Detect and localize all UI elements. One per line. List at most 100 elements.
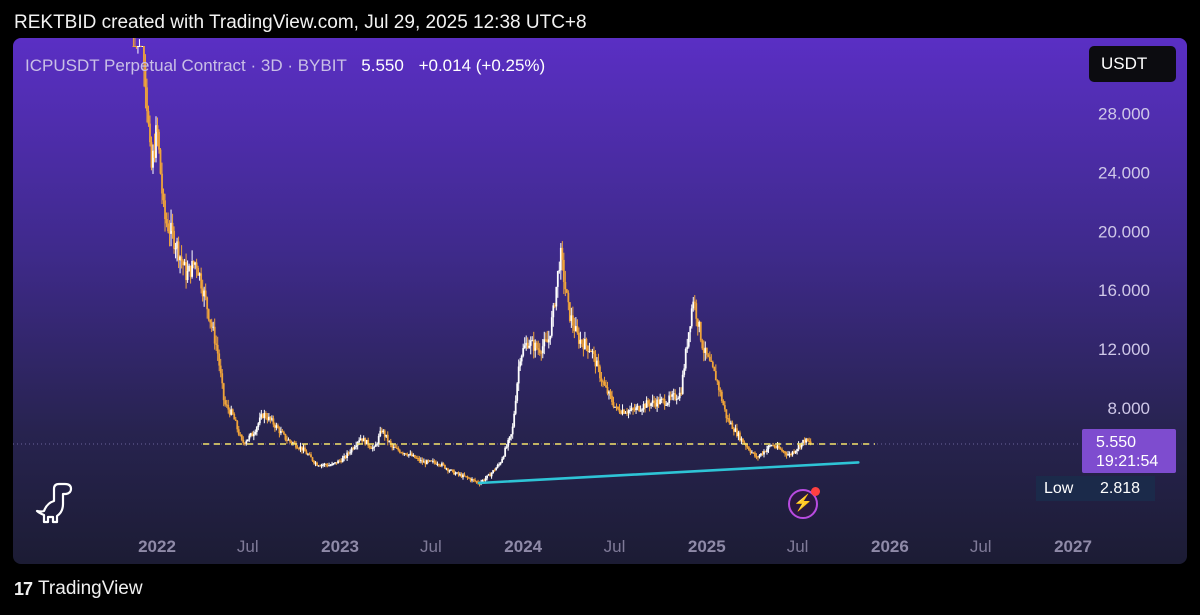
candle-body bbox=[746, 446, 749, 448]
candle-body bbox=[379, 430, 382, 437]
candle-body bbox=[800, 442, 803, 448]
candle-body bbox=[146, 87, 148, 112]
candle-body bbox=[605, 385, 607, 388]
candle-body bbox=[382, 430, 385, 433]
candle-body bbox=[367, 439, 370, 446]
low-tag: Low 2.818 bbox=[1036, 476, 1155, 501]
candle-body bbox=[809, 441, 812, 444]
candle-body bbox=[483, 479, 485, 481]
candle-body bbox=[471, 479, 473, 481]
candle-body bbox=[153, 150, 156, 158]
candle-body bbox=[587, 345, 589, 352]
candle-body bbox=[334, 462, 336, 464]
chart-panel[interactable]: 28.000 24.000 20.000 16.000 12.000 8.000 2022 J… bbox=[13, 38, 1187, 564]
candle-body bbox=[683, 368, 686, 375]
candle-body bbox=[481, 479, 484, 482]
candle-body bbox=[365, 439, 368, 445]
candle-body bbox=[568, 302, 571, 321]
candle-body bbox=[264, 413, 267, 418]
candle-body bbox=[194, 262, 197, 265]
candle-body bbox=[132, 46, 135, 47]
candle-body bbox=[386, 434, 389, 442]
candle-body bbox=[696, 318, 699, 327]
candle-body bbox=[450, 469, 452, 471]
candle-body bbox=[544, 339, 547, 341]
candle-body bbox=[692, 301, 695, 309]
candle-body bbox=[635, 407, 637, 410]
candle-body bbox=[535, 342, 538, 349]
candle-body bbox=[584, 338, 586, 350]
candle-body bbox=[752, 452, 755, 454]
candle-body bbox=[745, 443, 747, 447]
candle-body bbox=[171, 222, 174, 231]
candle-body bbox=[570, 315, 573, 321]
candle-body bbox=[681, 374, 684, 394]
candle-body bbox=[519, 361, 522, 367]
candle-body bbox=[317, 465, 320, 467]
candle-body bbox=[612, 402, 615, 407]
currency-button[interactable]: USDT bbox=[1089, 46, 1176, 82]
candle-body bbox=[699, 322, 702, 341]
candle-body bbox=[364, 438, 367, 445]
candle-body bbox=[671, 394, 674, 397]
candle-body bbox=[435, 462, 437, 465]
candle-body bbox=[441, 463, 443, 466]
candle-body bbox=[710, 360, 713, 362]
low-label: Low bbox=[1044, 480, 1074, 497]
candle-body bbox=[215, 343, 218, 345]
candle-body bbox=[599, 366, 601, 379]
y-tick-label: 16.000 bbox=[1098, 281, 1150, 300]
candle-body bbox=[751, 452, 753, 454]
x-tick-label: Jul bbox=[237, 537, 259, 556]
candle-body bbox=[233, 413, 236, 420]
candle-body bbox=[252, 434, 255, 437]
candle-body bbox=[209, 319, 212, 323]
candle-body bbox=[442, 463, 445, 465]
y-tick-label: 8.000 bbox=[1107, 399, 1150, 418]
candle-body bbox=[301, 446, 303, 451]
symbol-name[interactable]: ICPUSDT Perpetual Contract · 3D · BYBIT bbox=[25, 56, 347, 75]
candle-body bbox=[675, 399, 678, 401]
candle-body bbox=[137, 46, 139, 47]
candle-body bbox=[197, 267, 200, 276]
bolt-icon[interactable]: ⚡ bbox=[788, 487, 820, 519]
candle-body bbox=[404, 453, 407, 455]
candle-body bbox=[582, 343, 585, 350]
candle-body bbox=[397, 447, 400, 451]
candle-body bbox=[806, 438, 809, 442]
candle-body bbox=[227, 404, 230, 410]
candle-body bbox=[534, 342, 537, 351]
price-chart[interactable]: 28.000 24.000 20.000 16.000 12.000 8.000 2022 J… bbox=[13, 38, 1187, 564]
candle-body bbox=[702, 348, 705, 353]
x-tick-label: Jul bbox=[604, 537, 626, 556]
candle-body bbox=[180, 256, 183, 261]
dino-icon[interactable] bbox=[35, 480, 75, 524]
candle-body bbox=[641, 409, 643, 411]
candle-body bbox=[556, 271, 559, 287]
candle-body bbox=[304, 447, 306, 452]
candle-body bbox=[486, 475, 488, 479]
candle-body bbox=[704, 347, 707, 353]
candle-body bbox=[689, 326, 692, 333]
candle-body bbox=[775, 447, 777, 449]
candle-body bbox=[419, 460, 422, 462]
candle-body bbox=[280, 430, 282, 434]
candle-body bbox=[368, 445, 371, 448]
candle-body bbox=[600, 378, 603, 382]
candle-body bbox=[237, 429, 240, 435]
candle-body bbox=[769, 445, 771, 447]
candle-body bbox=[650, 403, 653, 406]
candle-body bbox=[203, 290, 206, 297]
candle-body bbox=[799, 445, 802, 448]
candle-body bbox=[362, 438, 365, 442]
candle-body bbox=[308, 454, 311, 456]
attribution-text: REKTBID created with TradingView.com, Ju… bbox=[14, 12, 587, 33]
candle-body bbox=[276, 425, 279, 429]
candle-body bbox=[499, 462, 502, 465]
candle-body bbox=[328, 465, 330, 467]
candle-body bbox=[778, 445, 780, 449]
candle-body bbox=[332, 463, 335, 465]
candle-body bbox=[284, 433, 287, 440]
candle-body bbox=[418, 458, 421, 462]
candle-body bbox=[344, 456, 347, 458]
